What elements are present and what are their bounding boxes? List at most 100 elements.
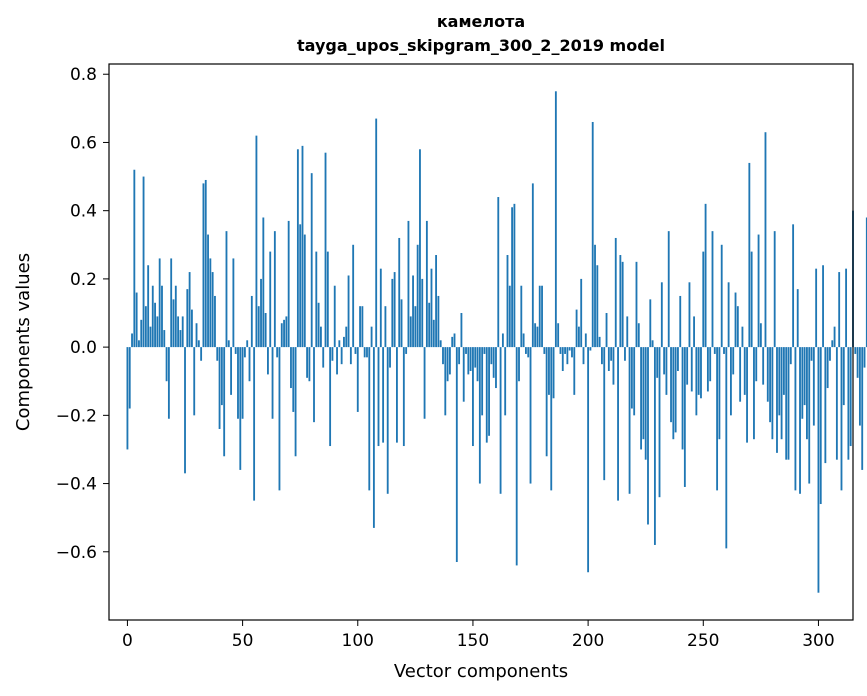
bar (345, 326, 348, 348)
bar (561, 347, 564, 371)
y-axis-label: Components values (13, 253, 34, 431)
bar (769, 347, 771, 423)
bar (658, 347, 661, 498)
bar (633, 347, 636, 416)
bar (492, 347, 495, 378)
bar (478, 347, 481, 484)
bar (808, 347, 811, 484)
bar (437, 295, 440, 348)
bar (161, 285, 163, 348)
bar (806, 347, 808, 440)
bar (748, 162, 751, 348)
bar (326, 251, 329, 348)
bar (248, 347, 251, 382)
bar (700, 347, 702, 399)
bar (469, 347, 472, 371)
bar (354, 347, 357, 354)
bar (594, 244, 596, 348)
bar (499, 347, 502, 494)
bar (787, 347, 790, 460)
bar (347, 275, 350, 348)
bar (363, 347, 366, 358)
bar (817, 347, 820, 593)
bar (771, 347, 774, 440)
bar (727, 282, 730, 348)
bar (368, 347, 371, 491)
bar (453, 333, 456, 348)
bar (649, 299, 652, 348)
bar (412, 275, 414, 348)
bar (545, 347, 548, 457)
bar (283, 319, 285, 348)
bar (796, 289, 799, 348)
bar (372, 347, 375, 528)
bar (713, 347, 716, 354)
bar (518, 347, 520, 382)
bar (181, 316, 184, 348)
y-tick-label: 0.4 (70, 202, 97, 222)
bar (204, 179, 207, 348)
y-tick-label: −0.2 (56, 406, 97, 426)
bar (589, 347, 592, 351)
bar (407, 220, 410, 348)
bar (674, 347, 677, 433)
x-tick-label: 50 (232, 631, 254, 651)
bar (292, 347, 295, 412)
bar (591, 121, 594, 348)
bar (529, 347, 532, 484)
bar (766, 347, 769, 402)
bar (425, 220, 428, 348)
bar (455, 347, 458, 563)
bar (826, 347, 829, 389)
bar (230, 347, 233, 395)
bar (255, 135, 258, 348)
bar (642, 347, 645, 440)
bar (764, 132, 767, 348)
chart-title: камелота (437, 12, 525, 31)
bar (370, 326, 373, 348)
bar (414, 306, 417, 348)
bar (439, 340, 442, 348)
bar (294, 347, 297, 457)
bar (780, 347, 783, 440)
bar (299, 224, 302, 348)
bar (789, 347, 792, 365)
bar (377, 347, 380, 447)
bar (716, 347, 719, 491)
bar (264, 313, 267, 348)
bar (543, 347, 546, 354)
bar (260, 278, 262, 348)
bar (582, 347, 585, 365)
bar (663, 347, 666, 375)
bar (653, 347, 656, 545)
bar (419, 149, 421, 348)
bar (665, 347, 668, 395)
bar (241, 347, 244, 419)
bar (296, 149, 299, 348)
bar (861, 347, 864, 470)
bar (720, 244, 723, 348)
bar (333, 285, 336, 348)
x-axis-ticks: 0 50 100 150 200 250 300 (122, 620, 835, 651)
bar (782, 347, 785, 395)
bar (596, 265, 599, 348)
bar (759, 323, 762, 348)
bar (267, 347, 269, 375)
bar (225, 231, 228, 348)
bar (580, 278, 583, 348)
bar (301, 145, 304, 348)
bar (672, 347, 675, 440)
bar (697, 347, 700, 395)
bar (835, 347, 838, 460)
bar (154, 302, 156, 348)
bar (246, 340, 249, 348)
bar (430, 268, 433, 348)
bar (626, 316, 629, 348)
bar (854, 347, 857, 354)
bar (179, 330, 182, 348)
bar (831, 340, 834, 348)
bar (239, 347, 242, 470)
bar (863, 347, 866, 368)
bar (840, 347, 843, 491)
bar (257, 306, 260, 348)
